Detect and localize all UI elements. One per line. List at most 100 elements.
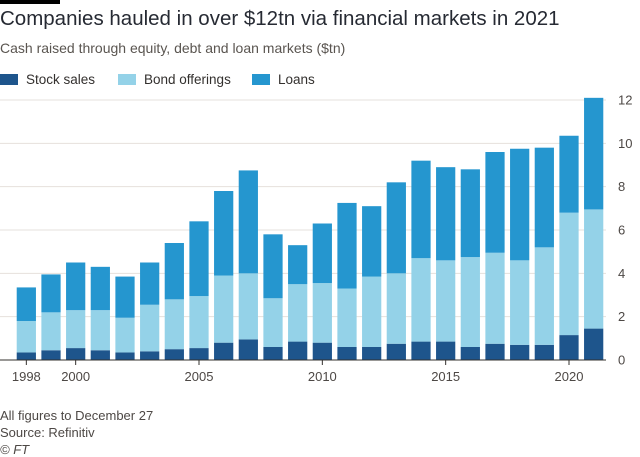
bar-bond-offerings-2005	[189, 296, 209, 349]
y-tick-label-2: 2	[618, 309, 625, 324]
y-tick-label-8: 8	[618, 179, 625, 194]
bar-loans-2008	[263, 234, 283, 299]
bar-stock-sales-2017	[485, 343, 505, 360]
bar-stock-sales-2006	[214, 342, 234, 360]
bar-bond-offerings-2013	[386, 273, 406, 344]
bar-bond-offerings-2019	[534, 247, 554, 345]
bar-bond-offerings-2004	[164, 299, 184, 350]
bar-stock-sales-2014	[411, 341, 431, 360]
bar-bond-offerings-1999	[41, 312, 61, 351]
bar-loans-2004	[164, 243, 184, 300]
bar-stock-sales-2001	[90, 350, 110, 360]
bar-bond-offerings-2018	[510, 260, 530, 345]
bar-loans-2012	[362, 206, 382, 277]
bar-bond-offerings-2010	[312, 283, 332, 343]
bar-stock-sales-2013	[386, 343, 406, 360]
bar-bond-offerings-2009	[288, 284, 308, 342]
bar-stock-sales-2003	[140, 351, 160, 360]
bar-loans-2015	[436, 167, 456, 261]
chart-legend: Stock sales Bond offerings Loans	[0, 72, 640, 90]
bar-stock-sales-2004	[164, 349, 184, 360]
bar-stock-sales-2021	[584, 328, 604, 360]
bar-bond-offerings-2007	[238, 273, 258, 340]
bar-loans-2017	[485, 152, 505, 253]
bar-loans-2011	[337, 202, 357, 289]
bar-stock-sales-2018	[510, 344, 530, 360]
axis-layer: 0 2 4 6 8 10 12 1998 2000 2005 2010 2015 2020	[0, 93, 632, 384]
legend-item-loans: Loans	[252, 72, 315, 87]
stacked-bar-chart: 0 2 4 6 8 10 12 1998 2000 2005 2010 2015 2020	[0, 93, 632, 384]
bar-bond-offerings-2000	[66, 310, 86, 349]
bar-stock-sales-2016	[460, 347, 480, 360]
legend-swatch-bond-offerings	[118, 74, 136, 85]
bar-bond-offerings-2006	[214, 275, 234, 343]
bar-bond-offerings-2003	[140, 304, 160, 352]
bar-bond-offerings-2016	[460, 257, 480, 347]
legend-swatch-stock-sales	[0, 74, 18, 85]
bar-stock-sales-2015	[436, 341, 456, 360]
bar-stock-sales-2020	[559, 335, 579, 360]
bar-loans-2009	[288, 245, 308, 285]
bar-bond-offerings-1998	[16, 321, 36, 353]
bar-bond-offerings-2012	[362, 276, 382, 347]
legend-item-stock-sales: Stock sales	[0, 72, 95, 87]
chart-subtitle: Cash raised through equity, debt and loa…	[0, 40, 346, 56]
bar-bond-offerings-2001	[90, 310, 110, 351]
bar-stock-sales-2012	[362, 347, 382, 360]
footer-credit: © FT	[0, 442, 30, 457]
bar-bond-offerings-2015	[436, 260, 456, 342]
bar-stock-sales-2005	[189, 348, 209, 360]
bar-loans-2018	[510, 148, 530, 261]
x-tick-label-2005: 2005	[185, 369, 214, 384]
y-tick-label-12: 12	[618, 93, 632, 108]
bar-loans-2021	[584, 97, 604, 210]
bar-loans-2006	[214, 191, 234, 276]
bar-loans-2019	[534, 147, 554, 248]
bar-loans-2001	[90, 266, 110, 311]
bar-loans-2010	[312, 223, 332, 284]
bar-loans-2002	[115, 276, 135, 318]
bar-bond-offerings-2017	[485, 252, 505, 344]
legend-label-stock-sales: Stock sales	[26, 72, 96, 87]
bar-loans-2013	[386, 182, 406, 274]
y-tick-label-6: 6	[618, 223, 625, 238]
bar-bond-offerings-2008	[263, 298, 283, 347]
y-tick-label-10: 10	[618, 136, 632, 151]
bar-bond-offerings-2020	[559, 212, 579, 336]
footer-source: Source: Refinitiv	[0, 425, 95, 440]
bar-bond-offerings-2002	[115, 317, 135, 353]
bar-loans-2007	[238, 170, 258, 274]
bar-stock-sales-2009	[288, 341, 308, 360]
bar-bond-offerings-2014	[411, 258, 431, 342]
y-tick-label-0: 0	[618, 353, 625, 368]
bar-loans-1999	[41, 274, 61, 313]
bar-loans-2005	[189, 221, 209, 297]
bar-stock-sales-2002	[115, 352, 135, 360]
legend-item-bond-offerings: Bond offerings	[118, 72, 231, 87]
ft-top-bar	[0, 0, 60, 4]
x-tick-label-2010: 2010	[308, 369, 337, 384]
x-tick-label-1998: 1998	[12, 369, 41, 384]
y-tick-label-4: 4	[618, 266, 625, 281]
bar-stock-sales-2008	[263, 347, 283, 360]
bar-stock-sales-2019	[534, 344, 554, 360]
legend-swatch-loans	[252, 74, 270, 85]
legend-label-bond-offerings: Bond offerings	[144, 72, 231, 87]
bar-stock-sales-2010	[312, 342, 332, 360]
bar-loans-2000	[66, 262, 86, 311]
bar-bond-offerings-2011	[337, 288, 357, 347]
x-tick-label-2000: 2000	[61, 369, 90, 384]
bar-loans-2016	[460, 169, 480, 258]
bar-loans-2014	[411, 160, 431, 259]
x-tick-label-2015: 2015	[431, 369, 460, 384]
bar-loans-2003	[140, 262, 160, 305]
bar-loans-1998	[16, 287, 36, 321]
legend-label-loans: Loans	[278, 72, 315, 87]
bar-stock-sales-2007	[238, 339, 258, 360]
bar-loans-2020	[559, 135, 579, 213]
bar-bond-offerings-2021	[584, 209, 604, 329]
chart-title: Companies hauled in over $12tn via finan…	[0, 7, 560, 30]
footer-note: All figures to December 27	[0, 408, 154, 423]
bar-stock-sales-1998	[16, 352, 36, 360]
bars-layer	[16, 97, 604, 360]
